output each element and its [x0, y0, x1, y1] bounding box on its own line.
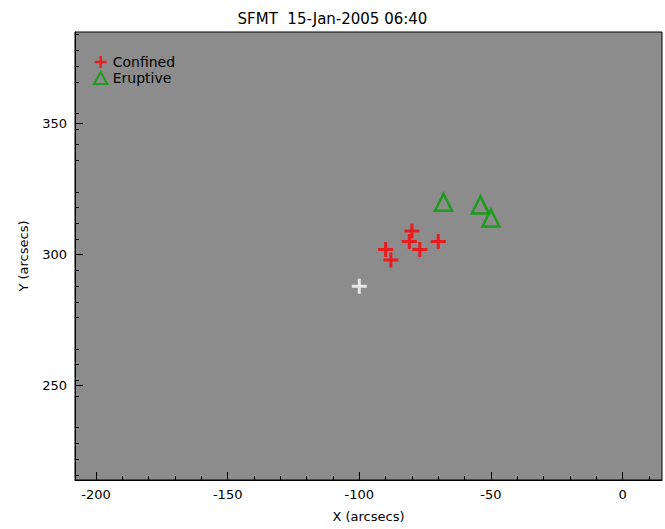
svg-text:-100: -100	[345, 487, 375, 502]
svg-text:300: 300	[42, 247, 67, 262]
svg-text:-200: -200	[81, 487, 111, 502]
svg-text:350: 350	[42, 116, 67, 131]
svg-text:Y (arcsecs): Y (arcsecs)	[16, 220, 31, 292]
svg-text:-150: -150	[213, 487, 243, 502]
svg-text:250: 250	[42, 378, 67, 393]
svg-text:0: 0	[618, 487, 626, 502]
svg-text:SFMT 15-Jan-2005 06:40: SFMT 15-Jan-2005 06:40	[238, 10, 428, 28]
svg-text:Eruptive: Eruptive	[113, 70, 172, 86]
svg-text:Confined: Confined	[113, 54, 175, 70]
svg-text:X (arcsecs): X (arcsecs)	[332, 509, 404, 524]
svg-text:-50: -50	[480, 487, 501, 502]
